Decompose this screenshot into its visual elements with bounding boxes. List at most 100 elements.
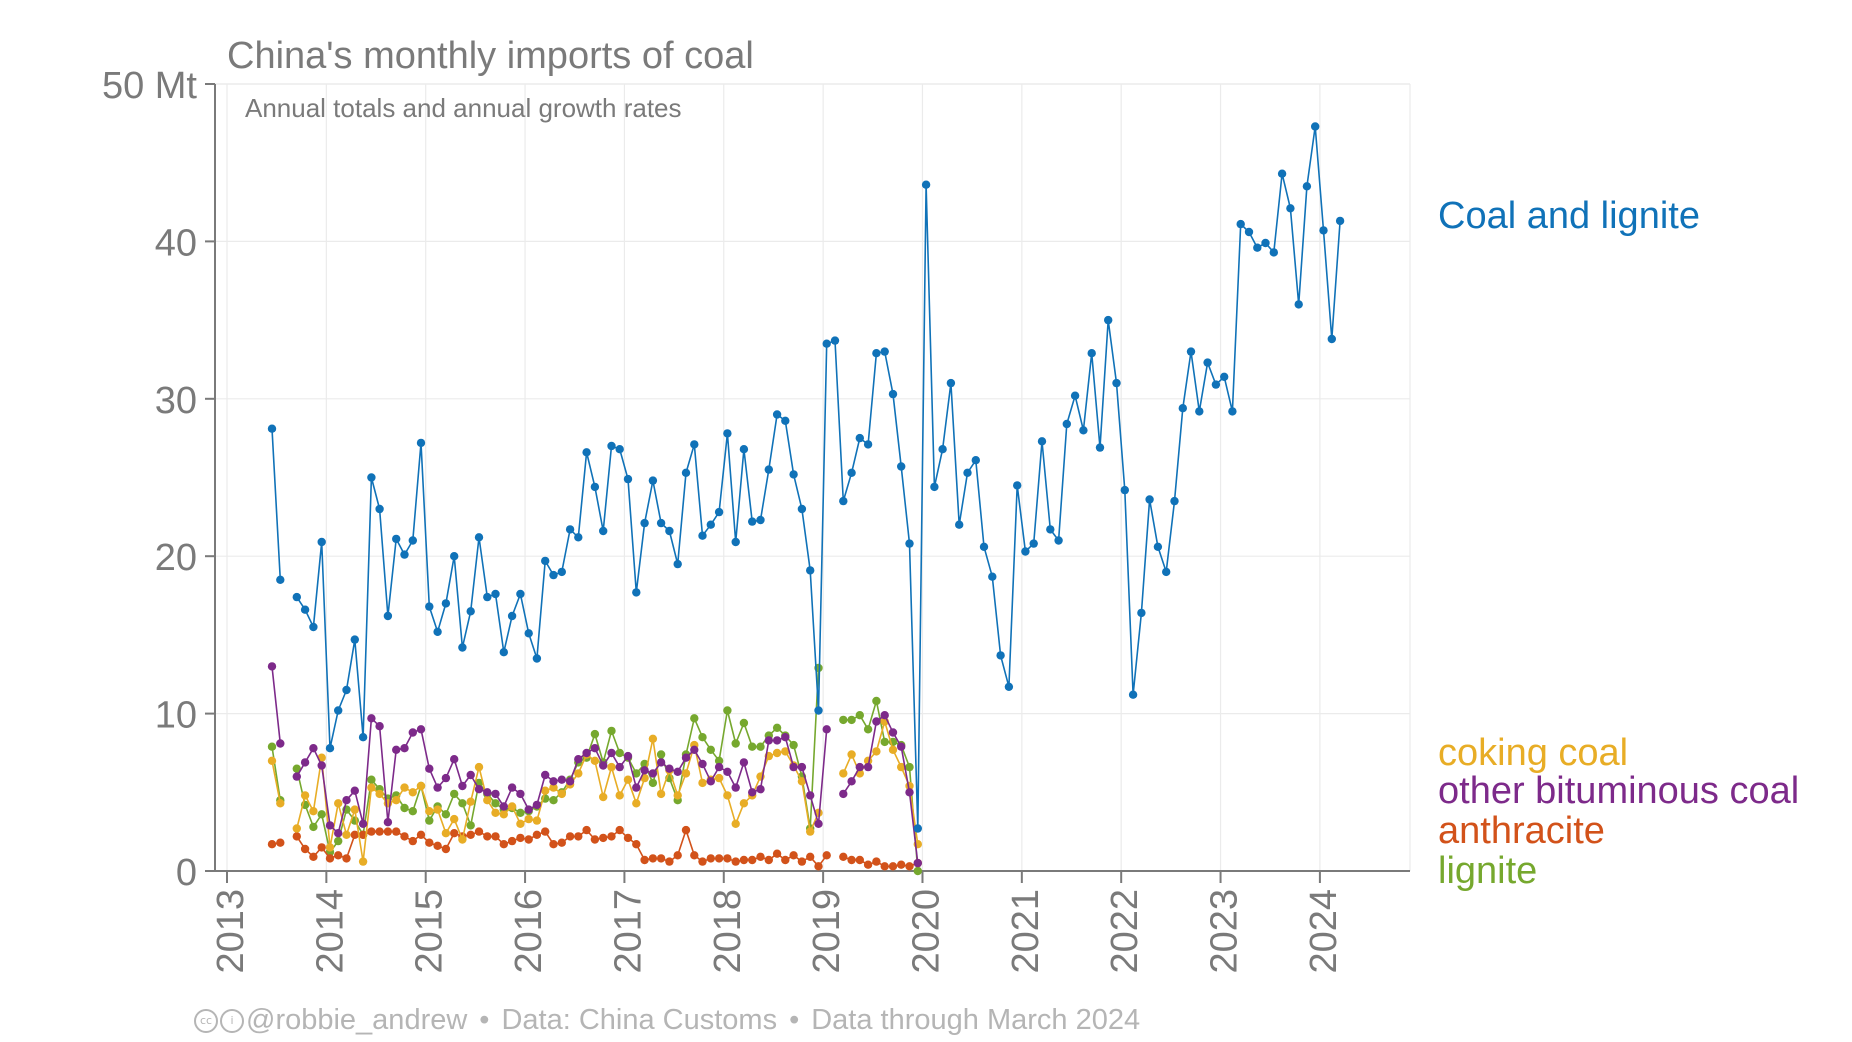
data-point [905,862,914,871]
data-point [516,833,525,843]
data-point [855,433,864,443]
data-point [507,802,517,811]
data-point [574,755,583,764]
data-point [433,841,442,850]
data-point [557,775,566,784]
data-point [1112,378,1121,388]
data-point [797,857,807,866]
data-point [648,778,658,788]
data-point [367,473,376,482]
axes: 0 10 20 30 40 50 Mt 2013 2014 2015 2016 2017 2018 20… [102,65,1410,974]
data-point [1137,608,1146,618]
data-point [872,857,881,866]
data-point [416,725,426,734]
data-point [714,762,724,772]
data-point [1070,391,1080,400]
data-point [350,805,359,814]
data-point [723,854,732,863]
data-point [781,416,790,425]
creative-commons-icon: cc [194,1009,218,1034]
data-point [300,605,310,614]
data-point [590,744,600,753]
data-point [690,745,699,754]
data-point [913,866,922,876]
data-point [863,725,873,734]
data-point [466,607,475,616]
data-point [648,734,658,743]
data-point [1037,437,1047,446]
data-point [532,830,542,839]
data-point [814,706,823,715]
data-point [292,764,301,773]
data-point [334,799,343,808]
data-point [541,827,550,836]
data-point [1120,485,1130,495]
data-point [334,706,343,715]
data-point [474,827,484,836]
data-point [706,745,715,754]
data-point [358,857,368,866]
data-point [1186,347,1196,356]
data-point [358,819,368,828]
y-tick-label: 0 [176,852,197,894]
data-point [1203,358,1212,367]
data-point [565,777,575,786]
data-point [880,862,889,871]
data-point [640,855,649,865]
data-point [623,775,633,784]
data-point [839,789,848,799]
data-point [375,722,384,731]
data-point [839,852,848,861]
data-point [433,805,442,814]
data-point [665,857,674,866]
data-point [797,504,807,514]
series-coal-and-lignite [267,122,1345,833]
footer-author: @robbie_andrew [246,1004,468,1036]
data-point [325,854,335,863]
data-point [1302,182,1312,191]
data-point [979,542,989,551]
data-point [483,832,492,841]
data-point [458,781,467,791]
data-point [673,767,682,776]
series-line [271,125,1341,830]
data-point [656,758,666,767]
data-point [607,762,616,772]
series-label: lignite [1438,850,1537,892]
data-point [292,592,301,602]
data-point [466,830,475,839]
data-point [789,762,798,772]
data-point [1335,216,1345,226]
data-point [806,566,815,575]
data-point [300,758,310,767]
data-point [458,643,467,652]
data-point [748,788,757,797]
data-point [507,783,517,792]
data-point [830,336,840,345]
series-other-bituminous-coal [267,662,922,868]
data-point [541,786,550,795]
data-point [1062,419,1072,429]
data-point [557,567,566,577]
data-point [632,769,641,778]
data-point [698,857,707,866]
data-point [532,654,542,663]
data-point [946,378,956,388]
data-point [656,750,666,759]
data-point [532,816,542,825]
data-point [532,800,542,810]
data-point [408,836,417,846]
data-point [797,762,807,772]
data-point [1046,525,1055,534]
data-point [441,599,451,608]
data-point [425,838,434,847]
data-point [325,744,335,753]
data-point [781,733,790,742]
data-point [690,440,699,449]
data-point [839,715,848,725]
data-point [400,832,409,841]
data-point [450,814,459,824]
data-point [590,756,600,765]
data-point [1021,547,1030,556]
